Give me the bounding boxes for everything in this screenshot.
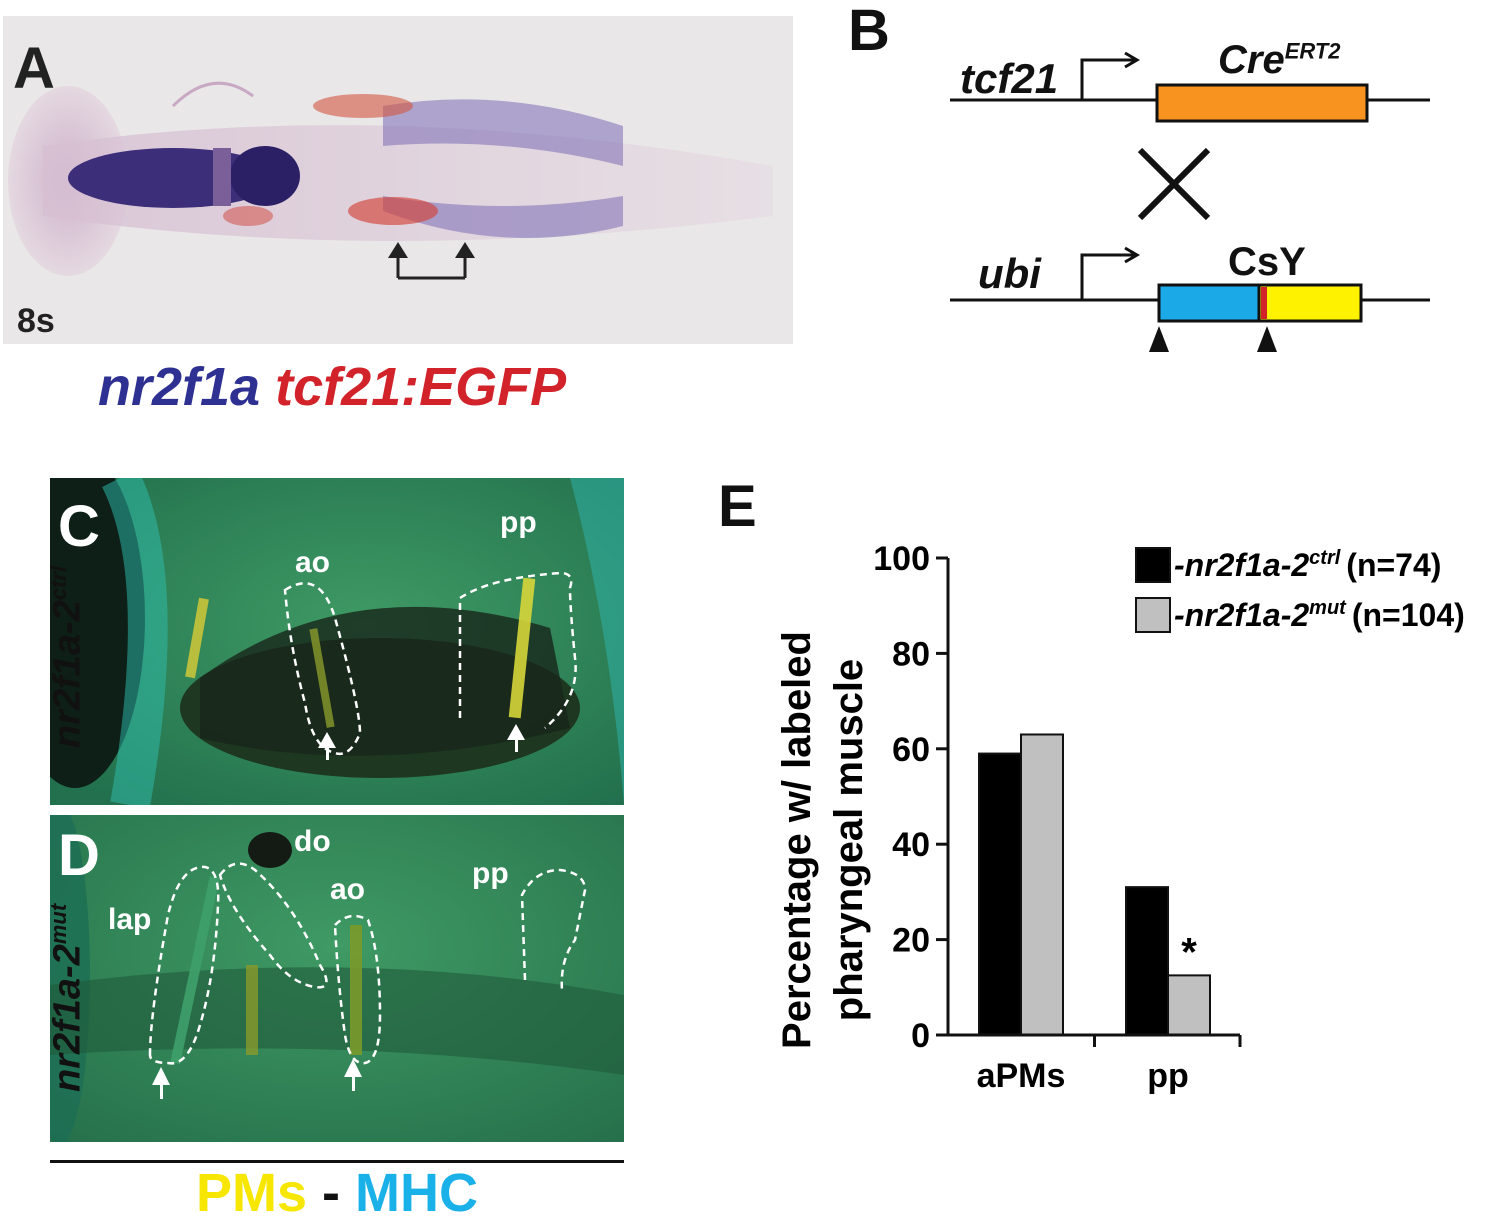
cyan-box — [1157, 283, 1261, 323]
outline-lap-d — [148, 865, 220, 1065]
y-tick-label-20: 20 — [892, 922, 930, 960]
outline-ao-c — [283, 582, 362, 756]
loxp-right — [1257, 326, 1277, 352]
y-axis-label-line1: Percentage w/ labeled — [775, 631, 819, 1049]
caption-nr2f1a: nr2f1a — [98, 357, 261, 417]
genotype-c-sup: ctrl — [46, 565, 71, 601]
y-tick-label-40: 40 — [892, 826, 930, 864]
y-tick-label-60: 60 — [892, 731, 930, 769]
label-ao-c: ao — [295, 546, 331, 579]
genotype-d-sup: mut — [46, 903, 71, 945]
label-ao-d: ao — [330, 873, 366, 906]
genotype-d-text: nr2f1a-2 — [46, 944, 89, 1092]
bar-pp-ctrl — [1125, 886, 1169, 1036]
cre-superscript: ERT2 — [1284, 38, 1341, 64]
cre-text: Cre — [1218, 38, 1285, 82]
bar-pp-mut — [1167, 974, 1211, 1036]
legend-swatch-mut — [1135, 597, 1171, 633]
stop-cassette — [1261, 287, 1267, 319]
caption-pms: PMs — [195, 1163, 308, 1223]
yellow-box — [1257, 283, 1363, 323]
loxp-left — [1149, 326, 1169, 352]
outline-pp-d — [520, 868, 587, 991]
panel-c-label: C — [58, 494, 100, 559]
panel-c-image: C ao pp — [50, 478, 624, 805]
panel-d-genotype: nr2f1a-2mut — [46, 904, 90, 1092]
reporter-label: CsY — [1228, 240, 1306, 284]
y-tick-label-100: 100 — [873, 540, 930, 578]
panel-a-label: A — [13, 36, 55, 101]
caption-dash: - — [322, 1163, 341, 1223]
outline-ao-d — [333, 914, 382, 1065]
transgene-diagram — [950, 51, 1430, 352]
panel-b-label: B — [848, 0, 890, 63]
genotype-c-text: nr2f1a-2 — [46, 600, 89, 748]
legend-label-mut: -nr2f1a-2mut (n=104) — [1174, 597, 1465, 633]
legend-label-ctrl: -nr2f1a-2ctrl (n=74) — [1174, 547, 1441, 583]
caption-tcf21: tcf21:EGFP — [275, 357, 567, 417]
caption-mhc: MHC — [355, 1163, 479, 1223]
panel-d-image: D do lap ao pp — [50, 815, 624, 1142]
y-tick-label-0: 0 — [911, 1017, 930, 1055]
bottom-rule — [50, 1160, 624, 1163]
significance-annotation: * — [1181, 930, 1197, 974]
legend-swatch-ctrl — [1135, 547, 1171, 583]
label-pp-c: pp — [500, 506, 537, 539]
label-lap-d: lap — [108, 903, 152, 936]
embryo-illustration — [8, 81, 773, 280]
x-tick-label-pp: pp — [1147, 1057, 1189, 1095]
label-pp-d: pp — [472, 857, 509, 890]
x-tick-label-apms: aPMs — [977, 1057, 1066, 1095]
cre-box — [1155, 83, 1369, 123]
panel-d-label: D — [58, 823, 100, 888]
gene-ubi: ubi — [978, 250, 1041, 297]
outline-pp-c — [458, 571, 577, 729]
y-axis-label-line2: pharyngeal muscle — [827, 659, 871, 1021]
panel-a-image: A 8s — [3, 16, 793, 344]
stage-label: 8s — [17, 302, 55, 340]
bar-apms-mut — [1020, 733, 1064, 1037]
panel-a-caption: nr2f1a tcf21:EGFP — [98, 356, 566, 418]
gene-tcf21: tcf21 — [960, 55, 1059, 102]
panel-e-label: E — [718, 474, 757, 539]
bottom-caption: PMs - MHC — [50, 1162, 624, 1224]
cre-label: CreERT2 — [1218, 38, 1341, 83]
label-do-d: do — [294, 825, 331, 858]
outline-do-d — [218, 862, 328, 989]
y-tick-label-80: 80 — [892, 635, 930, 673]
bar-chart: aPMs pp * 0 20 40 60 80 100 Percentage w/ labele… — [775, 540, 1465, 1095]
panel-c-genotype: nr2f1a-2ctrl — [46, 566, 90, 748]
bar-apms-ctrl — [978, 752, 1022, 1036]
